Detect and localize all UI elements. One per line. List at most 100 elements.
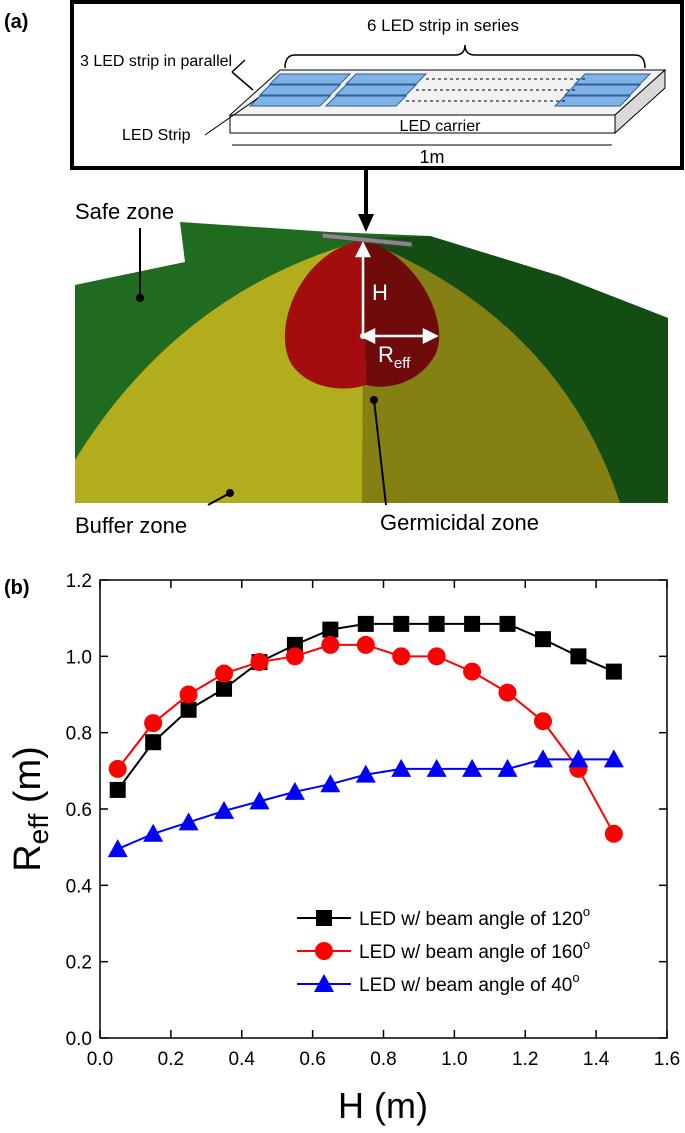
marker (604, 824, 623, 843)
marker (214, 800, 235, 819)
annotation: LED carrier (400, 118, 482, 135)
legend-label: LED w/ beam angle of 40o (359, 970, 580, 996)
marker (216, 680, 233, 697)
legend-label-superscript: o (583, 937, 590, 952)
dimension-arrows (354, 241, 439, 345)
annotation-subscript: eff (394, 355, 411, 372)
x-tick-label: 1.6 (654, 1049, 680, 1070)
panel-label: (b) (4, 577, 30, 599)
marker (533, 712, 552, 731)
germicidal-zone (284, 240, 366, 389)
marker (322, 621, 339, 638)
source-point (360, 333, 366, 339)
marker (498, 683, 517, 702)
marker (463, 662, 482, 681)
marker (462, 758, 483, 777)
marker (532, 749, 553, 768)
arrow-head (358, 214, 374, 232)
y-axis-label-sub: eff (23, 814, 54, 845)
marker (143, 823, 164, 842)
x-tick-label: 0.6 (299, 1049, 325, 1070)
marker (179, 685, 198, 704)
x-tick-label: 1.2 (512, 1049, 538, 1070)
y-tick-label: 1.0 (66, 647, 92, 668)
marker (249, 791, 270, 810)
marker (357, 615, 374, 632)
marker (605, 663, 622, 680)
marker (570, 648, 587, 665)
legend-label: LED w/ beam angle of 120o (359, 904, 590, 930)
led-bar (321, 232, 413, 248)
y-tick-label: 0.2 (66, 953, 92, 974)
marker (603, 749, 624, 768)
y-tick-label: 0.8 (66, 724, 92, 745)
marker (428, 615, 445, 632)
marker (355, 764, 376, 783)
x-tick-label: 1.0 (441, 1049, 467, 1070)
led-strips (248, 73, 652, 107)
y-tick-label: 1.2 (66, 571, 92, 592)
annotation: Buffer zone (75, 513, 187, 538)
marker (215, 664, 234, 683)
marker (356, 635, 375, 654)
y-axis-label-rest: (m) (7, 746, 49, 814)
marker (109, 781, 126, 798)
marker (426, 758, 447, 777)
marker (180, 701, 197, 718)
marker (108, 759, 127, 778)
legend-label-text: LED w/ beam angle of 120 (359, 909, 583, 930)
y-tick-label: 0.6 (66, 800, 92, 821)
legend-label-text: LED w/ beam angle of 160 (359, 942, 583, 963)
legend-label-superscript: o (583, 904, 590, 919)
legend-marker (316, 910, 332, 926)
annotation: 6 LED strip in series (367, 16, 519, 35)
marker (284, 781, 305, 800)
marker (427, 647, 446, 666)
parallel-brace (231, 59, 254, 91)
strip-pointer (204, 97, 259, 136)
y-axis-label-main: R (7, 844, 49, 871)
annotation: Reff (378, 342, 411, 372)
x-tick-label: 0.4 (229, 1049, 256, 1070)
series-line (116, 643, 615, 835)
marker (499, 615, 516, 632)
annotation: LED Strip (122, 127, 191, 144)
annotation: 3 LED strip in parallel (80, 53, 232, 70)
annotation: 1m (419, 147, 444, 167)
series-brace (284, 44, 646, 69)
legend-marker (314, 974, 334, 992)
annotation: R (378, 342, 394, 367)
marker (497, 758, 518, 777)
marker (321, 635, 340, 654)
marker (178, 812, 199, 831)
marker (144, 714, 163, 733)
pointer-dots (136, 294, 378, 497)
marker (320, 774, 341, 793)
marker (534, 631, 551, 648)
marker (393, 615, 410, 632)
marker (391, 758, 412, 777)
panel-label: (a) (4, 11, 28, 33)
legend-marker (315, 942, 333, 960)
germicidal-zone-shade (364, 240, 440, 387)
x-axis-label: H (m) (338, 1085, 428, 1126)
pointers (139, 228, 387, 506)
carrier-side (614, 68, 666, 135)
annotation: Germicidal zone (380, 510, 539, 535)
y-tick-label: 0.4 (66, 876, 93, 897)
x-tick-label: 0.0 (87, 1049, 113, 1070)
annotation: H (372, 280, 388, 305)
marker (250, 653, 269, 672)
x-tick-label: 0.2 (158, 1049, 184, 1070)
marker (107, 839, 128, 858)
legend-label-superscript: o (572, 970, 579, 985)
y-tick-label: 0.0 (66, 1029, 92, 1050)
x-tick-label: 1.4 (583, 1049, 610, 1070)
annotation: Safe zone (75, 199, 174, 224)
x-tick-label: 0.8 (370, 1049, 396, 1070)
marker (464, 615, 481, 632)
y-axis-label: Reff (m) (7, 746, 54, 872)
legend-label-text: LED w/ beam angle of 40 (359, 975, 572, 996)
marker (392, 647, 411, 666)
